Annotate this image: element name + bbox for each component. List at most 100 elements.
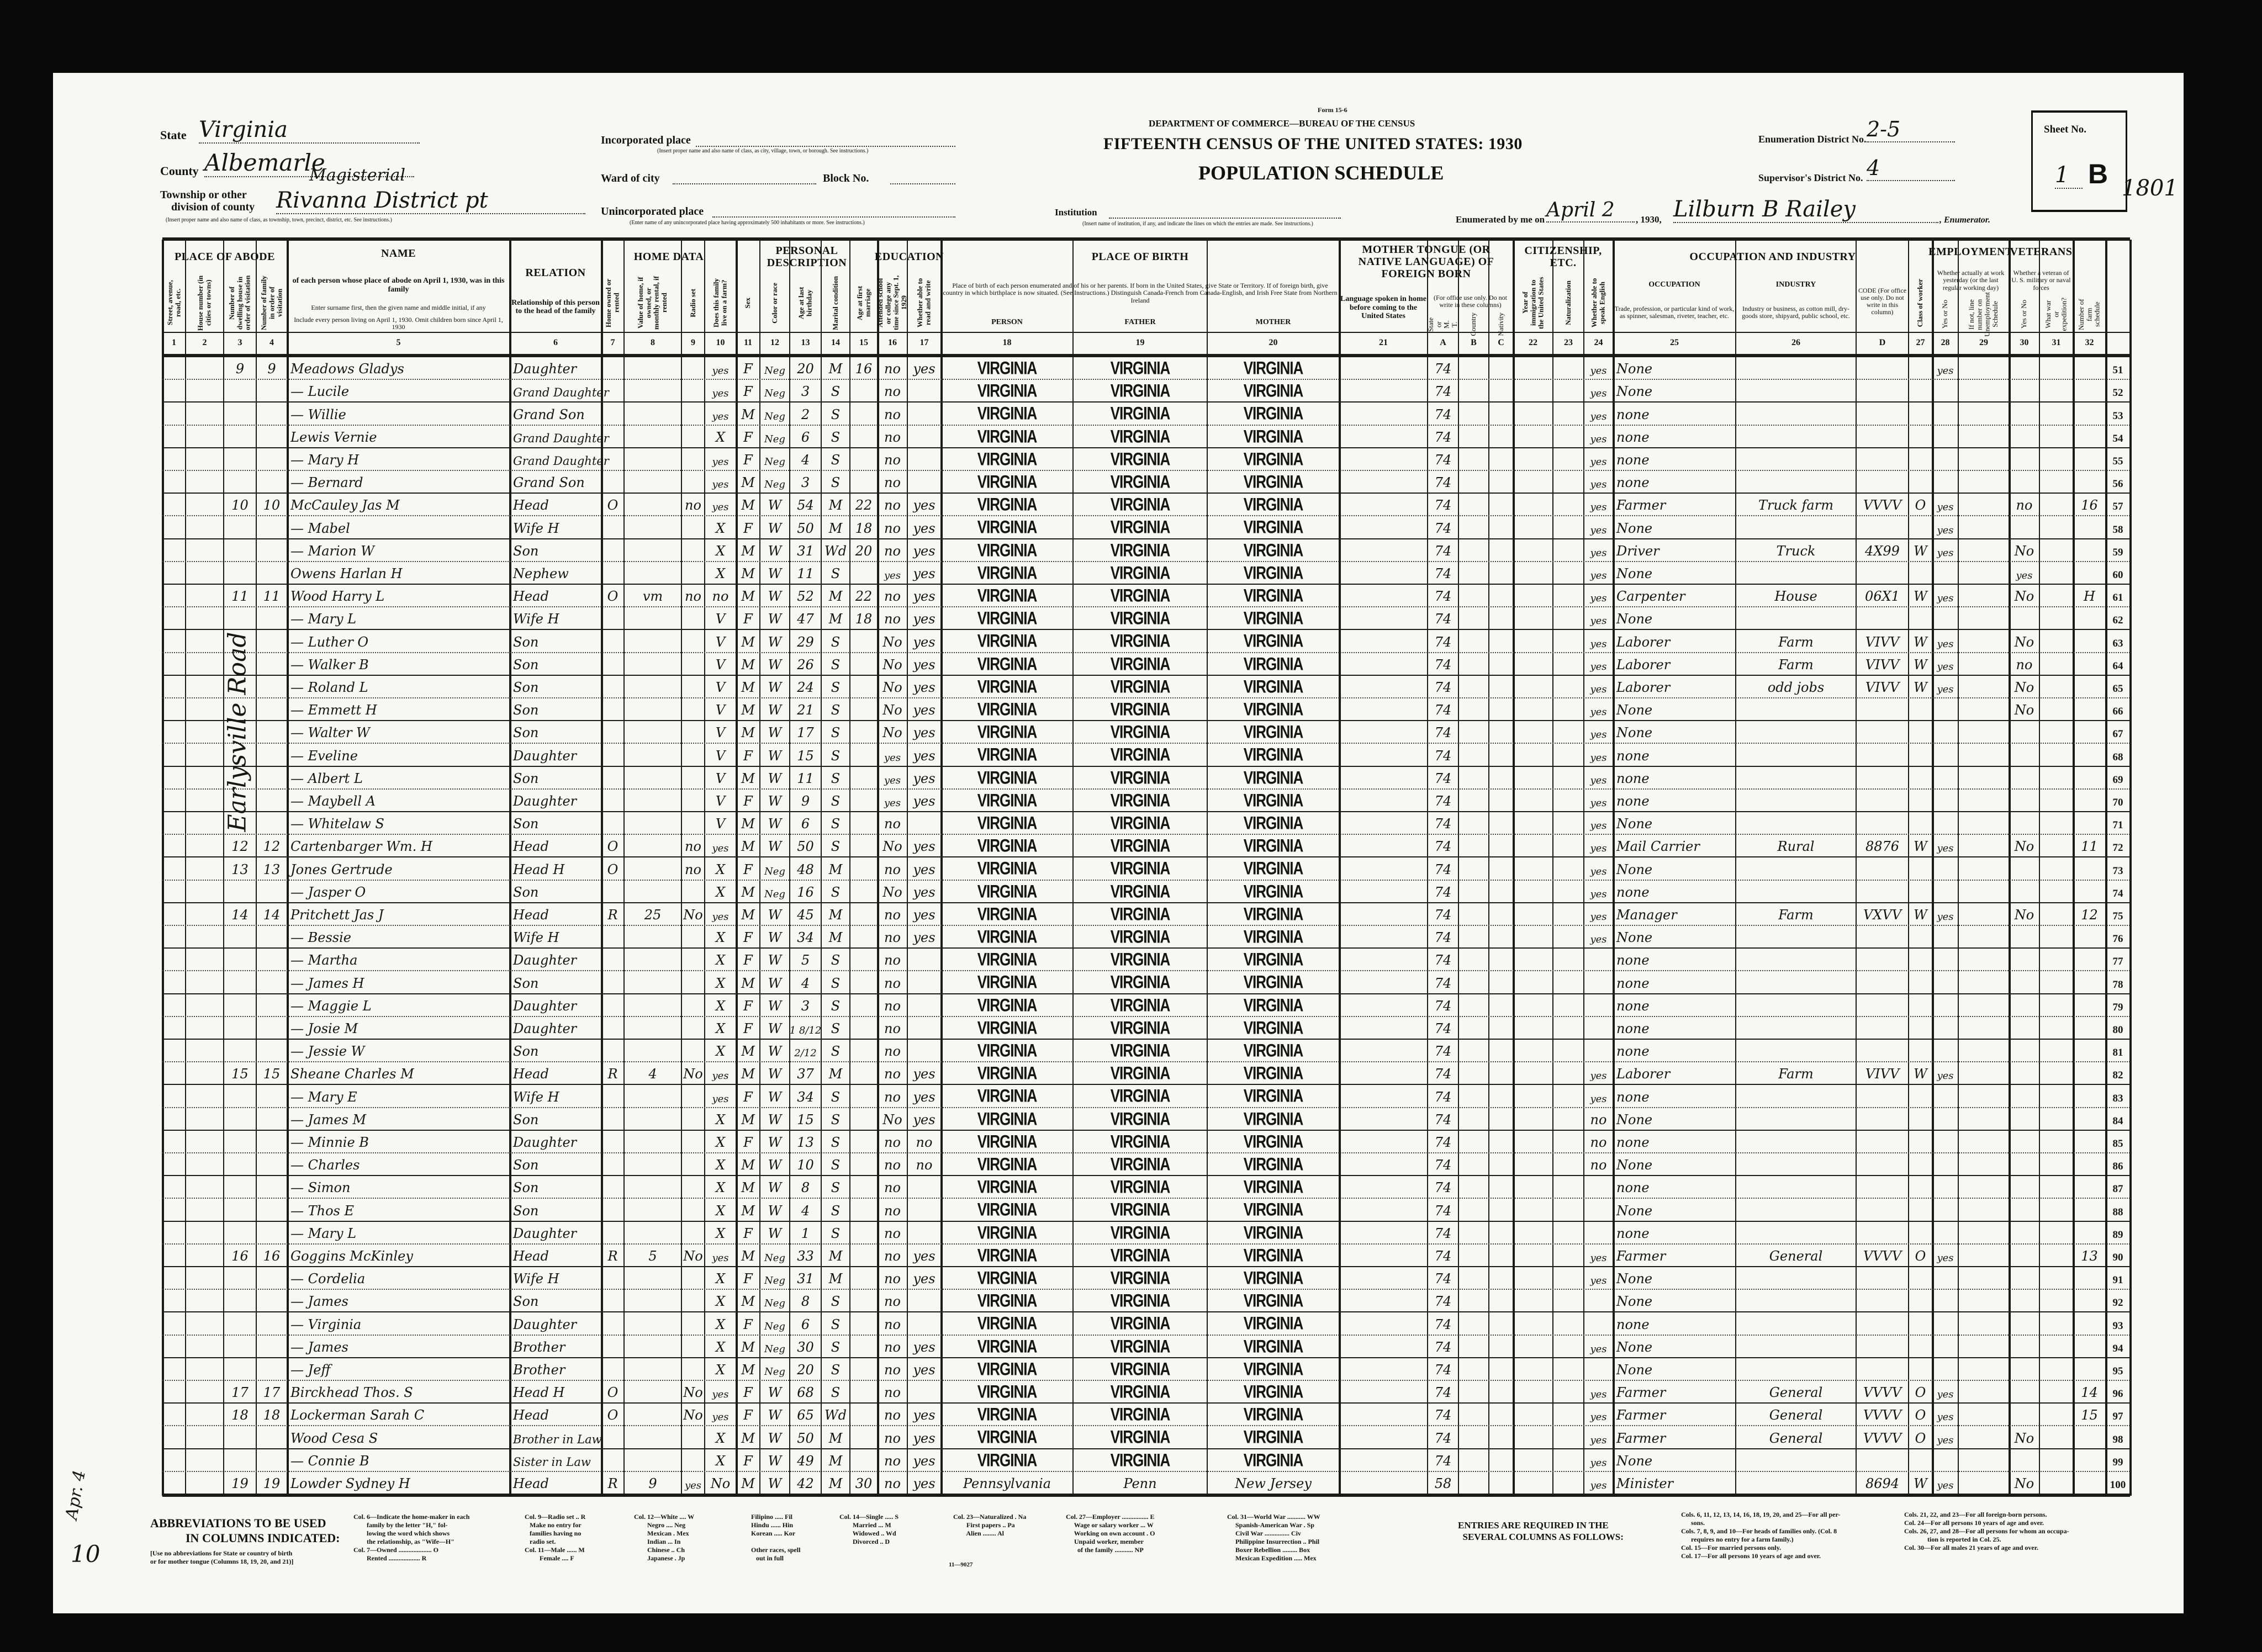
cell-birth-person: VIRGINIA <box>977 1426 1038 1448</box>
cell-race: W <box>768 1111 782 1127</box>
cell-code-a: 74 <box>1434 361 1452 377</box>
group-education: EDUCATION <box>874 251 944 263</box>
column-header-text: Yes or No <box>2020 300 2028 329</box>
cell-english: yes <box>1590 569 1607 581</box>
cell-marital: S <box>831 770 841 786</box>
column-number: 14 <box>831 338 840 348</box>
cell-age-married: 22 <box>855 589 873 605</box>
cell-race: W <box>768 1157 782 1173</box>
group-place-of-abode: PLACE OF ABODE <box>175 251 275 263</box>
cell-marital: S <box>831 1044 841 1060</box>
table-row: — Roland L Son V M W 24 S No yes VIRGINIA VIRGINIA… <box>162 675 2130 697</box>
cell-birth-mother: VIRGINIA <box>1243 744 1304 765</box>
row-rule <box>162 538 2130 539</box>
cell-code-a: 74 <box>1434 1248 1452 1264</box>
cell-birth-person: VIRGINIA <box>977 1381 1038 1402</box>
cell-marital: M <box>828 1271 843 1287</box>
cell-birth-father: VIRGINIA <box>1110 1245 1171 1266</box>
row-rule <box>162 1425 2130 1427</box>
cell-school: no <box>884 1339 901 1355</box>
cell-read-write: yes <box>913 1407 936 1423</box>
cell-english: yes <box>1590 865 1607 877</box>
cell-relation: Head <box>513 907 549 923</box>
cell-dwelling: 17 <box>231 1385 249 1401</box>
cell-race: W <box>768 930 782 946</box>
industry-title: INDUSTRY <box>1775 280 1816 289</box>
column-header-text: State or M. T. <box>1426 317 1459 332</box>
cell-code-a: 74 <box>1434 884 1452 900</box>
ward-field <box>673 173 816 184</box>
column-number: 25 <box>1670 338 1679 348</box>
cell-sex: M <box>741 770 755 786</box>
cell-english: yes <box>1590 524 1607 536</box>
column-header-text: Value of home, if owned, or monthly rent… <box>636 276 669 330</box>
column-rule <box>940 240 943 1496</box>
cell-code-a: 74 <box>1434 1385 1452 1401</box>
cell-school: no <box>884 998 901 1014</box>
cell-race: W <box>768 1475 782 1491</box>
cell-school: no <box>884 384 901 400</box>
cell-race: Neg <box>764 1320 785 1332</box>
cell-line: 57 <box>2112 501 2123 513</box>
cell-birth-father: VIRGINIA <box>1110 494 1171 515</box>
street-name-note: Earlysville Road <box>223 632 252 832</box>
cell-birth-father: VIRGINIA <box>1110 630 1171 652</box>
cell-farm: yes <box>712 456 729 468</box>
cell-sex: M <box>741 634 755 650</box>
table-row: — James M Son X M W 15 S No yes VIRGINIA VIRGINIA V… <box>162 1107 2130 1130</box>
cell-race: W <box>768 1453 782 1469</box>
cell-read-write: yes <box>913 884 936 900</box>
cell-birth-mother: VIRGINIA <box>1243 994 1304 1015</box>
cell-relation: Head H <box>513 861 565 877</box>
cell-dwelling: 19 <box>231 1475 249 1491</box>
cell-at-work: yes <box>1937 524 1954 536</box>
cell-school: no <box>884 361 901 377</box>
cell-birth-father: VIRGINIA <box>1110 471 1171 493</box>
cell-race: W <box>768 725 782 741</box>
cell-occupation: Farmer <box>1616 1248 1666 1264</box>
cell-english: no <box>1590 1111 1607 1127</box>
cell-line: 67 <box>2112 728 2123 740</box>
abbrev-col27: Col. 27—Employer ................ E Wage… <box>1066 1513 1155 1554</box>
cell-read-write: yes <box>913 1248 936 1264</box>
cell-race: Neg <box>764 1343 785 1355</box>
cell-birth-person: VIRGINIA <box>977 676 1038 697</box>
cell-sex: F <box>743 998 753 1014</box>
cell-radio: yes <box>684 1479 702 1491</box>
cell-at-work: yes <box>1937 1070 1954 1082</box>
cell-occupation: None <box>1616 384 1653 400</box>
cell-birth-person: VIRGINIA <box>977 1176 1038 1198</box>
cell-birth-father: VIRGINIA <box>1110 744 1171 765</box>
cell-code-a: 74 <box>1434 748 1452 764</box>
cell-code-a: 74 <box>1434 861 1452 877</box>
cell-relation: Son <box>513 1044 539 1060</box>
cell-english: yes <box>1590 934 1607 946</box>
cell-class: W <box>1914 634 1927 650</box>
cell-farm: yes <box>712 1093 729 1105</box>
cell-age: 10 <box>797 1157 814 1173</box>
relation-header: RELATION <box>525 267 586 279</box>
cell-birth-mother: VIRGINIA <box>1243 1404 1304 1425</box>
cell-sex: F <box>743 1407 753 1423</box>
cell-name: — Maggie L <box>290 998 372 1014</box>
column-header-text: Sex <box>743 297 752 309</box>
cell-birth-person: VIRGINIA <box>977 539 1038 560</box>
cell-race: Neg <box>764 479 785 491</box>
cell-name: — Virginia <box>290 1316 362 1332</box>
cell-birth-mother: VIRGINIA <box>1243 1381 1304 1402</box>
cell-read-write: yes <box>913 839 936 855</box>
cell-relation: Son <box>513 884 539 900</box>
cell-marital: M <box>828 1430 843 1446</box>
cell-relation: Brother in Law <box>513 1432 602 1446</box>
column-header-10: Does this family live on a farm? <box>705 274 736 332</box>
cell-race: W <box>768 998 782 1014</box>
column-rule <box>849 240 850 1496</box>
cell-name: Sheane Charles M <box>290 1066 414 1082</box>
cell-school: no <box>884 1294 901 1310</box>
cell-relation: Son <box>513 1180 539 1196</box>
cell-line: 63 <box>2112 637 2123 649</box>
cell-class: W <box>1914 543 1927 559</box>
